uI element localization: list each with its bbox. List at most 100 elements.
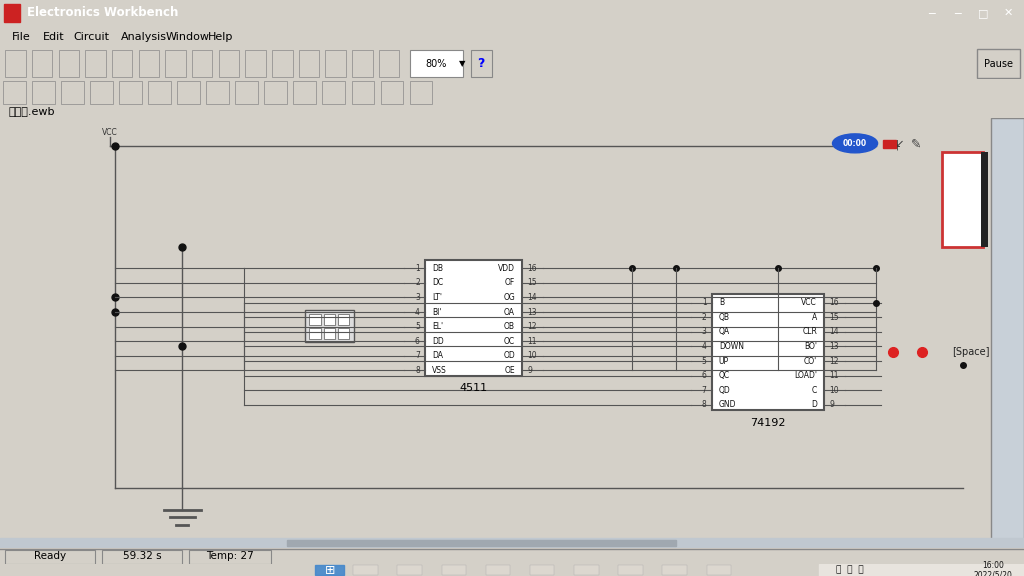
Text: |: | [895,140,899,150]
Text: ⊞: ⊞ [325,564,335,576]
Bar [207,81,229,104]
Text: 6: 6 [701,371,707,380]
Bar [287,540,676,546]
Bar [90,81,113,104]
Bar [148,81,171,104]
Text: OF: OF [505,278,515,287]
Text: OG: OG [504,293,515,302]
Text: ─: ─ [954,8,961,18]
Text: QB: QB [719,313,730,322]
Text: 1: 1 [415,264,420,273]
Text: OB: OB [504,322,515,331]
Bar [441,565,466,575]
Text: Ready: Ready [34,551,67,562]
Text: ─: ─ [929,8,935,18]
Text: 00:00: 00:00 [843,139,867,148]
Text: 14: 14 [527,293,537,302]
Bar [410,81,432,104]
Text: 10: 10 [829,385,839,395]
Bar [471,50,492,77]
Text: 3: 3 [701,328,707,336]
Bar [272,50,293,77]
Text: 11: 11 [527,336,537,346]
Text: LT': LT' [432,293,442,302]
Text: 3: 3 [415,293,420,302]
Bar [485,565,510,575]
Text: DOWN: DOWN [719,342,743,351]
Bar [352,50,373,77]
Text: EL': EL' [432,322,443,331]
Text: ✕: ✕ [1004,8,1014,18]
Text: VCC: VCC [101,128,118,137]
Text: 74192: 74192 [751,418,785,427]
Bar [294,81,316,104]
Text: CO': CO' [804,357,817,366]
Text: 14: 14 [829,328,839,336]
Bar [315,565,344,575]
Text: 16:00
2022/5/20: 16:00 2022/5/20 [974,560,1013,576]
Text: ✎: ✎ [911,138,922,151]
Text: 13: 13 [527,308,537,317]
Text: VDD: VDD [498,264,515,273]
Text: OD: OD [504,351,515,360]
Bar [663,565,687,575]
Text: OE: OE [505,366,515,375]
Bar [61,81,84,104]
Bar [85,50,105,77]
Text: ▼: ▼ [459,59,465,68]
Text: Analysis: Analysis [121,32,167,42]
Text: 12: 12 [829,357,839,366]
Bar [189,550,271,564]
Text: 4: 4 [415,308,420,317]
Text: 13: 13 [829,342,839,351]
Text: 15: 15 [527,278,537,287]
Text: B: B [719,298,724,308]
Text: [Space]: [Space] [952,347,990,357]
Text: LOAD': LOAD' [795,371,817,380]
Bar [819,564,1024,576]
Bar [425,260,522,376]
Text: 12: 12 [527,322,537,331]
Text: File: File [12,32,31,42]
Bar [193,50,213,77]
Text: 11: 11 [829,371,839,380]
Bar [119,81,141,104]
Bar [707,565,731,575]
Bar [942,152,983,247]
Bar [379,50,399,77]
Bar [574,565,599,575]
Text: 10: 10 [527,351,537,360]
Bar [32,81,54,104]
Text: QC: QC [719,371,730,380]
Bar [309,328,321,339]
Bar [977,50,1020,78]
Text: Electronics Workbench: Electronics Workbench [27,6,178,20]
Text: 2: 2 [701,313,707,322]
Bar [981,152,988,247]
Text: 8: 8 [701,400,707,409]
Text: 59.32 s: 59.32 s [123,551,162,562]
Text: DD: DD [432,336,443,346]
Text: 8: 8 [415,366,420,375]
Bar [410,50,463,77]
Text: 实验六.ewb: 实验六.ewb [8,106,54,116]
Bar [338,314,349,325]
Bar [299,50,319,77]
Text: DB: DB [432,264,443,273]
Text: VSS: VSS [432,366,446,375]
Bar [32,50,52,77]
Text: CLR: CLR [802,328,817,336]
Text: UP: UP [719,357,729,366]
Bar [5,50,26,77]
Bar [4,4,20,22]
Bar [530,565,555,575]
Text: Window: Window [166,32,210,42]
Bar [177,81,200,104]
Bar [3,81,26,104]
Text: C: C [812,385,817,395]
Bar [326,50,346,77]
Bar [991,118,1024,548]
Text: 9: 9 [527,366,532,375]
Text: A: A [812,313,817,322]
Circle shape [833,134,878,153]
